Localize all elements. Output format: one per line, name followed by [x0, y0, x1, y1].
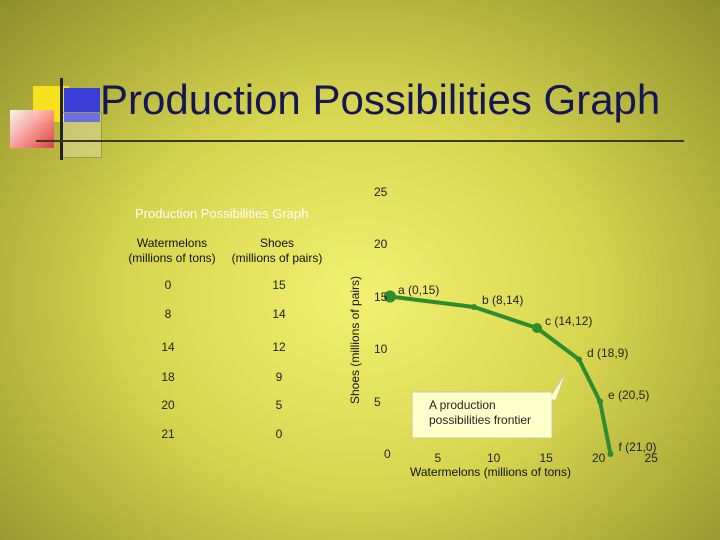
table-cell-watermelons: 18: [161, 370, 175, 384]
x-tick-label: 15: [539, 451, 553, 465]
table-cell-shoes: 9: [275, 370, 283, 384]
point-label: c (14,12): [545, 314, 593, 328]
x-tick-label: 5: [434, 451, 442, 465]
point-label: e (20,5): [608, 387, 650, 402]
y-tick-label: 5: [374, 394, 381, 409]
decor-blue-square: [64, 88, 100, 122]
table-cell-shoes: 5: [275, 398, 283, 412]
point-label: b (8,14): [482, 293, 524, 307]
table-cell-shoes: 15: [272, 278, 286, 292]
data-point: [607, 451, 614, 457]
table-cell-shoes: 14: [272, 307, 286, 321]
table-header-watermelons-text: Watermelons (millions of tons): [128, 236, 216, 265]
table-cell-shoes: 0: [275, 427, 283, 441]
slide-title: Production Possibilities Graph: [100, 76, 661, 123]
y-tick-label: 10: [374, 342, 388, 356]
data-point: [576, 356, 582, 363]
table-cell-watermelons: 0: [164, 278, 172, 292]
data-points: [384, 290, 614, 457]
y-tick-label: 25: [374, 184, 388, 199]
point-label: d (18,9): [587, 345, 629, 360]
callout-text: A production possibilities frontier: [429, 398, 532, 427]
title-underline: [36, 140, 684, 142]
table-cell-watermelons: 14: [161, 340, 175, 354]
x-tick-label: 25: [644, 451, 658, 465]
table-header-shoes-text: Shoes (millions of pairs): [231, 236, 323, 265]
table-cell-shoes: 12: [272, 340, 286, 354]
decor-vertical-line: [60, 78, 63, 160]
data-point: [532, 323, 542, 333]
chart-title: Production Possibilities Graph: [135, 206, 309, 221]
point-label: a (0,15): [398, 282, 440, 297]
y-tick-label: 0: [384, 447, 391, 461]
table-cell-watermelons: 20: [161, 398, 175, 412]
x-axis-label: Watermelons (millions of tons): [410, 465, 571, 479]
table-header-shoes: Shoes (millions of pairs): [226, 236, 328, 266]
point-label: f (21,0): [618, 440, 657, 454]
y-tick-label: 20: [374, 237, 388, 251]
data-point: [597, 398, 603, 405]
data-point: [384, 290, 396, 303]
table-header-watermelons: Watermelons (millions of tons): [118, 236, 226, 266]
y-tick-label: 15: [374, 289, 388, 304]
ppf-curve: [388, 294, 613, 456]
table-cell-watermelons: 21: [161, 427, 175, 441]
x-tick-label: 20: [592, 451, 606, 465]
data-point: [471, 304, 477, 310]
x-tick-label: 10: [487, 451, 501, 465]
decor-outline-square: [62, 112, 102, 158]
table-cell-watermelons: 8: [164, 307, 172, 321]
callout-box: [411, 371, 567, 439]
